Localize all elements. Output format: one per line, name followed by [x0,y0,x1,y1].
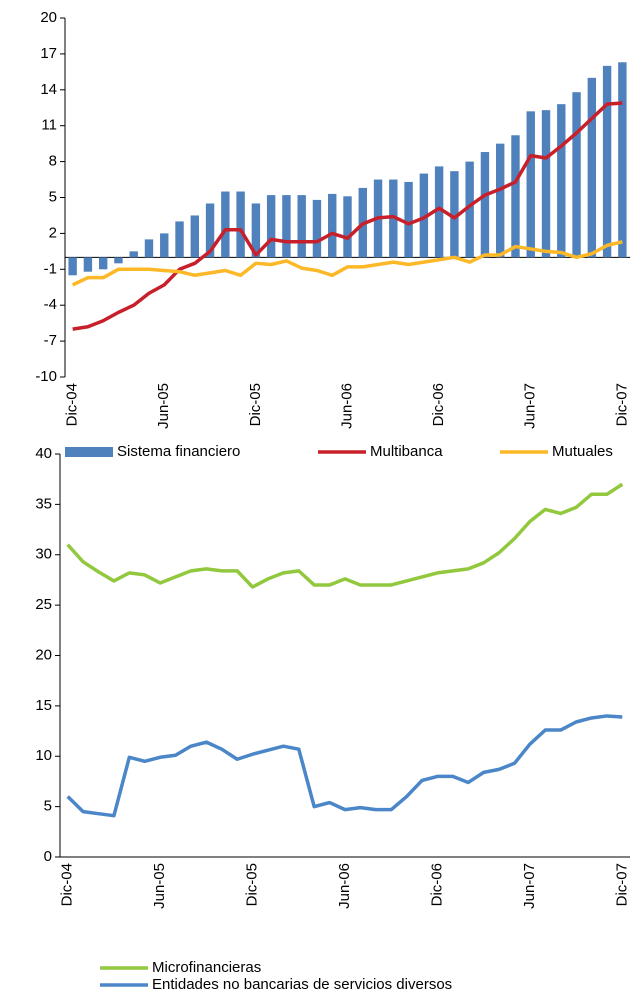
x-tick-label: Jun-06 [338,383,355,429]
legend-label: Sistema financiero [117,443,240,460]
x-tick-label: Jun-07 [522,383,539,429]
y-tick-label: 8 [49,153,57,170]
bar [618,62,627,258]
y-tick-label: 40 [35,445,52,462]
bar [541,110,551,258]
bar [282,195,291,258]
bar [404,181,413,258]
bar [328,193,337,258]
x-tick-label: Dic-06 [430,383,447,426]
x-tick-label: Dic-06 [428,863,445,906]
bar [266,195,276,258]
y-tick-label: 20 [35,646,52,663]
y-tick-label: 15 [35,697,52,714]
y-tick-label: 2 [49,224,57,241]
bar [68,257,77,276]
bar [114,257,123,264]
bar [465,161,474,258]
y-tick-label: 35 [35,495,52,512]
line [72,101,623,331]
bar [511,135,520,258]
bar [83,257,93,272]
bar [221,191,230,258]
bar [480,152,490,258]
y-tick-label: 20 [40,9,57,26]
y-tick-label: 30 [35,546,52,563]
x-tick-label: Dic-05 [247,383,264,426]
bar [297,195,306,258]
y-tick-label: -7 [44,332,57,349]
y-tick-label: 11 [41,117,57,134]
y-tick-label: 25 [35,596,52,613]
legend-label: Microfinancieras [152,959,261,976]
bar [190,215,199,258]
y-tick-label: 5 [44,798,52,815]
y-tick-label: -4 [44,296,57,313]
legend-swatch [65,447,113,457]
x-tick-label: Jun-06 [336,863,353,909]
bar [129,251,138,258]
bar [343,196,352,258]
y-tick-label: -10 [35,368,57,385]
bar [526,111,535,258]
legend-label: Multibanca [370,443,443,460]
line [66,714,623,818]
bar [251,203,261,258]
bar [205,203,215,258]
y-tick-label: -1 [44,260,57,277]
bar [236,191,245,258]
bar [602,65,612,258]
bar [419,173,429,258]
line [66,482,624,589]
x-tick-label: Jun-05 [155,383,172,429]
bar [450,171,459,258]
bar [98,257,108,270]
y-tick-label: 0 [44,848,52,865]
bar [144,239,154,258]
x-tick-label: Dic-07 [613,383,630,426]
y-tick-label: 17 [40,45,57,62]
x-tick-label: Jun-05 [151,863,168,909]
bar [160,233,169,258]
x-tick-label: Jun-07 [521,863,538,909]
x-tick-label: Dic-05 [244,863,261,906]
y-tick-label: 5 [49,188,57,205]
bar [572,92,581,258]
line [71,240,623,287]
legend-label: Entidades no bancarias de servicios dive… [152,976,452,993]
bar [312,199,322,258]
x-tick-label: Dic-07 [613,863,630,906]
bar [496,143,505,258]
y-tick-label: 14 [40,81,57,98]
bar [587,77,597,258]
legend-label: Mutuales [552,443,613,460]
bar [175,221,184,258]
x-tick-label: Dic-04 [59,863,76,906]
bar [557,104,566,258]
x-tick-label: Dic-04 [64,383,81,426]
y-tick-label: 10 [35,747,52,764]
bar [434,166,444,258]
